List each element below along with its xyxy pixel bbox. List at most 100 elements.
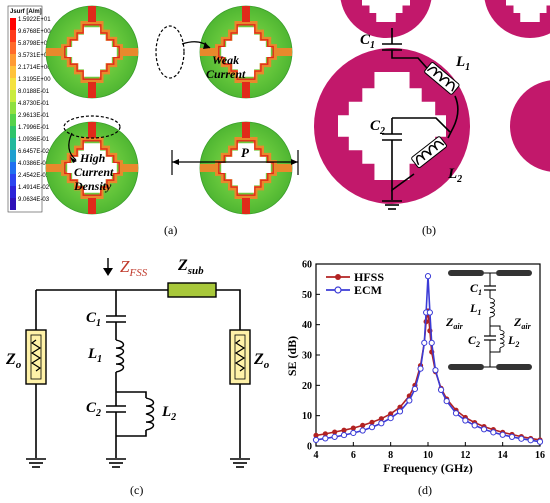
weak-current-ellipse	[155, 25, 185, 79]
weak-word1: Weak	[212, 53, 239, 67]
right-wire	[447, 95, 459, 139]
data-point-hfss	[341, 427, 347, 433]
unit-cell-top-left	[46, 6, 138, 98]
legend-value: 8.0188E-01	[18, 89, 50, 95]
c-c1-label: C1	[86, 310, 101, 329]
inset-l1-label: L1	[469, 301, 481, 317]
top-rail-right	[216, 289, 241, 330]
high-current-ellipse	[63, 115, 121, 139]
x-tick-label: 4	[314, 450, 319, 461]
zo-right-inner	[234, 334, 246, 380]
legend-swatch	[10, 90, 16, 102]
chart-legend: HFSS ECM	[326, 270, 384, 297]
data-point-ecm	[428, 339, 435, 346]
legend-value: 2.9613E-01	[18, 113, 50, 119]
legend-value: 4.8730E-01	[18, 101, 50, 107]
unit-cell-bottom-right	[200, 122, 292, 214]
data-point-ecm	[396, 408, 404, 415]
data-point-ecm	[508, 433, 516, 440]
x-tick-label: 12	[460, 450, 470, 461]
data-point-ecm	[368, 424, 376, 431]
x-tick-label: 16	[535, 450, 545, 461]
b-l2-label: L2	[447, 166, 462, 185]
zo-right-zigzag	[234, 339, 246, 372]
legend-swatch	[10, 198, 16, 210]
zsub-label: Zsub	[177, 257, 204, 277]
panel-a: Jsurf [A/m] 1.5922E+01 9.6768E+00 5.8798E+…	[7, 6, 299, 237]
data-point-hfss	[313, 432, 319, 438]
y-axis-label: SE (dB)	[285, 336, 299, 376]
inset-circuit: C1 L1 C2 L2 Zair Zair	[445, 270, 532, 370]
c-l1-label: L1	[87, 346, 102, 365]
inset-zair-right: Zair	[513, 315, 532, 331]
x-tick-label: 14	[498, 450, 508, 461]
y-tick-label: 10	[302, 411, 312, 422]
legend-swatch	[10, 18, 16, 30]
x-axis-ticks: 4 6 8 10 12 14 16	[314, 442, 545, 461]
legend-swatch	[10, 66, 16, 78]
ground-c-right	[229, 458, 251, 468]
zo-left-resistor	[25, 329, 47, 385]
inset-bar-bottom-right	[496, 364, 532, 370]
zo-left-label: Zo	[5, 351, 22, 371]
weak-arrow-head	[203, 42, 210, 49]
c-l2-inductor	[145, 397, 155, 431]
inset-l2-bottom	[490, 348, 501, 353]
period-arrow-right	[291, 159, 298, 165]
y-tick-label: 40	[302, 320, 312, 331]
data-point-ecm	[331, 433, 338, 440]
legend-swatch	[10, 162, 16, 174]
zo-left-zigzag	[30, 339, 42, 372]
l2-inductor	[411, 136, 447, 169]
legend-swatch	[10, 126, 16, 138]
caption-b: (b)	[422, 223, 436, 237]
b-l1-label: L1	[455, 54, 470, 73]
data-point-ecm	[312, 436, 320, 444]
unit-cell-top-right	[200, 6, 292, 98]
data-point-ecm	[340, 431, 348, 439]
caption-a: (a)	[164, 223, 177, 237]
data-point-ecm	[378, 420, 385, 427]
high-word3: Density	[73, 179, 112, 193]
inset-l2-label: L2	[507, 333, 519, 349]
caption-c: (c)	[130, 483, 143, 497]
data-point-ecm	[406, 397, 413, 404]
data-point-ecm	[387, 414, 394, 422]
period-label: P	[241, 145, 250, 160]
data-point-ecm	[322, 435, 329, 442]
data-point-ecm	[443, 398, 450, 405]
legend-value: 5.8798E+00	[18, 41, 51, 47]
y-tick-label: 50	[302, 290, 312, 301]
legend-ecm-marker	[334, 286, 342, 294]
high-word1: High	[79, 151, 106, 165]
data-point-hfss	[397, 404, 403, 410]
data-point-ecm	[424, 273, 432, 280]
series-layer	[312, 273, 544, 445]
ring-layer	[314, 0, 550, 204]
panel-c: ZFSS Zsub Zo Zo C1 L1 C2 L2 (c)	[5, 257, 270, 497]
data-point-ecm	[426, 309, 433, 316]
c-c2-label: C2	[86, 400, 101, 419]
panel-b: C1 L1 C2 L2 (b)	[314, 0, 550, 237]
data-point-ecm	[432, 367, 439, 374]
data-point-ecm	[417, 365, 424, 372]
data-point-ecm	[536, 438, 544, 445]
c-l2-label: L2	[161, 404, 176, 423]
data-point-ecm	[499, 431, 506, 438]
x-tick-label: 6	[351, 450, 356, 461]
data-point-ecm	[350, 429, 357, 437]
legend-swatch	[10, 174, 16, 186]
data-point-ecm	[437, 386, 445, 393]
x-axis-label: Frequency (GHz)	[383, 461, 472, 475]
y-tick-label: 0	[307, 442, 312, 453]
inset-l2-top	[490, 325, 501, 330]
y-tick-label: 60	[302, 260, 312, 271]
y-tick-label: 20	[302, 381, 312, 392]
data-point-hfss	[360, 422, 366, 428]
legend-value: 1.0936E-01	[18, 137, 50, 143]
high-current-label: High Current Density	[73, 151, 116, 193]
zo-right-label: Zo	[253, 351, 270, 371]
data-point-ecm	[471, 422, 478, 429]
color-legend: 1.5922E+01 9.6768E+00 5.8798E+00 3.5731E+00…	[10, 17, 51, 210]
data-point-ecm	[421, 339, 428, 346]
